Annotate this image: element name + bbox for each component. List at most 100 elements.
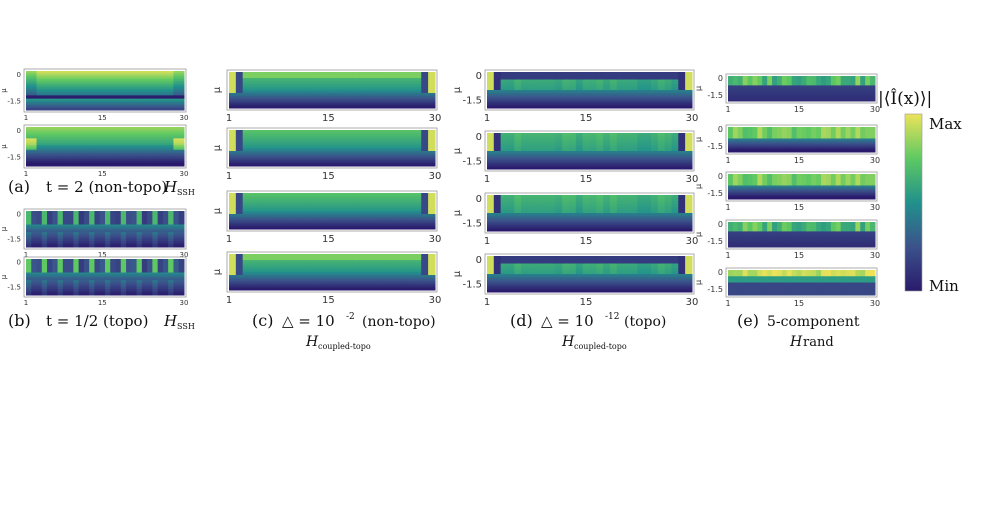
heatmap-cell bbox=[115, 292, 122, 294]
heatmap-cell bbox=[83, 233, 90, 236]
heatmap-cell bbox=[141, 277, 148, 279]
heatmap-cell bbox=[386, 94, 395, 97]
heatmap-cell bbox=[47, 218, 53, 221]
heatmap-cell bbox=[277, 155, 285, 158]
heatmap-cell bbox=[68, 271, 74, 273]
heatmap-cell bbox=[373, 217, 381, 219]
heatmap-cell bbox=[94, 284, 101, 287]
heatmap-cell bbox=[290, 157, 299, 159]
heatmap-cell bbox=[57, 211, 64, 213]
heatmap-cell bbox=[110, 149, 117, 152]
heatmap-cell bbox=[318, 102, 326, 104]
heatmap-cell bbox=[31, 271, 38, 273]
heatmap-cell bbox=[373, 148, 381, 150]
heatmap-cell bbox=[105, 293, 111, 296]
heatmap-cell bbox=[162, 277, 169, 279]
heatmap-cell bbox=[136, 259, 143, 261]
heatmap-cell bbox=[359, 140, 367, 143]
heatmap-cell bbox=[311, 145, 319, 147]
heatmap-cell bbox=[407, 151, 415, 153]
heatmap-cell bbox=[31, 214, 38, 216]
heatmap-cell bbox=[235, 194, 244, 197]
heatmap-cell bbox=[168, 272, 174, 275]
heatmap-cell bbox=[126, 230, 132, 233]
heatmap-cell bbox=[131, 262, 138, 264]
heatmap-cell bbox=[41, 140, 48, 143]
heatmap-cell bbox=[105, 135, 111, 138]
heatmap-cell bbox=[52, 127, 59, 130]
heatmap-cell bbox=[242, 163, 251, 165]
heatmap-cell bbox=[110, 233, 117, 236]
heatmap-cell bbox=[120, 144, 127, 148]
heatmap-cell bbox=[256, 208, 264, 210]
heatmap-cell bbox=[126, 244, 132, 246]
heatmap-cell bbox=[380, 158, 388, 161]
heatmap-cell bbox=[152, 85, 159, 88]
heatmap-cell bbox=[68, 229, 74, 231]
heatmap-cell bbox=[277, 211, 285, 213]
heatmap-cell bbox=[26, 293, 32, 296]
heatmap-cell bbox=[110, 156, 117, 159]
heatmap-cell bbox=[62, 238, 69, 240]
heatmap-cell bbox=[178, 151, 185, 154]
heatmap-cell bbox=[249, 146, 257, 149]
heatmap-cell bbox=[256, 94, 264, 97]
heatmap-cell bbox=[304, 224, 312, 227]
heatmap-cell bbox=[318, 157, 326, 159]
heatmap-cell bbox=[338, 220, 347, 222]
heatmap-cell bbox=[359, 194, 367, 197]
heatmap-cell bbox=[318, 143, 326, 146]
heatmap-cell bbox=[78, 133, 85, 136]
heatmap-cell bbox=[78, 95, 85, 98]
heatmap-cell bbox=[52, 230, 59, 233]
heatmap-cell bbox=[36, 135, 43, 138]
heatmap-cell bbox=[290, 223, 299, 225]
heatmap-cell bbox=[380, 85, 388, 88]
heatmap-cell bbox=[359, 164, 367, 167]
heatmap-cell bbox=[99, 278, 106, 281]
heatmap-cell bbox=[325, 73, 333, 76]
heatmap-cell bbox=[178, 103, 185, 106]
heatmap-cell bbox=[52, 135, 59, 138]
heatmap-cell bbox=[352, 133, 360, 135]
heatmap-cell bbox=[400, 199, 409, 201]
heatmap-cell bbox=[115, 157, 122, 161]
heatmap-cell bbox=[277, 96, 285, 98]
heatmap-cell bbox=[83, 79, 90, 82]
heatmap-cell bbox=[99, 80, 106, 83]
heatmap-cell bbox=[249, 72, 257, 74]
heatmap-cell bbox=[407, 154, 415, 156]
heatmap-cell bbox=[157, 262, 164, 264]
heatmap-cell bbox=[270, 220, 278, 222]
heatmap-cell bbox=[73, 223, 80, 225]
heatmap-cell bbox=[41, 289, 48, 291]
heatmap-cell bbox=[318, 197, 326, 200]
heatmap-cell bbox=[157, 108, 164, 111]
heatmap-cell bbox=[99, 74, 106, 77]
heatmap-cell bbox=[126, 286, 132, 288]
heatmap-cell bbox=[366, 161, 374, 164]
heatmap-cell bbox=[373, 161, 381, 164]
heatmap-cell bbox=[373, 208, 381, 210]
heatmap-cell bbox=[120, 157, 127, 161]
heatmap-cell bbox=[263, 148, 271, 150]
heatmap-cell bbox=[147, 84, 153, 87]
heatmap-cell bbox=[115, 239, 122, 242]
heatmap-cell bbox=[110, 245, 117, 248]
heatmap-cell bbox=[393, 217, 402, 219]
heatmap-cell bbox=[400, 99, 409, 101]
heatmap-cell bbox=[311, 148, 319, 150]
heatmap-cell bbox=[31, 101, 38, 105]
heatmap-cell bbox=[157, 236, 164, 239]
heatmap-cell bbox=[414, 84, 422, 86]
heatmap-cell bbox=[136, 280, 143, 282]
heatmap-cell bbox=[373, 196, 381, 198]
heatmap-cell bbox=[270, 87, 278, 89]
heatmap-cell bbox=[178, 82, 185, 85]
heatmap-cell bbox=[407, 139, 415, 141]
heatmap-cell bbox=[414, 96, 422, 98]
heatmap-cell bbox=[428, 85, 436, 88]
heatmap-cell bbox=[359, 99, 367, 101]
heatmap-cell bbox=[147, 101, 153, 105]
heatmap-cell bbox=[141, 268, 148, 270]
